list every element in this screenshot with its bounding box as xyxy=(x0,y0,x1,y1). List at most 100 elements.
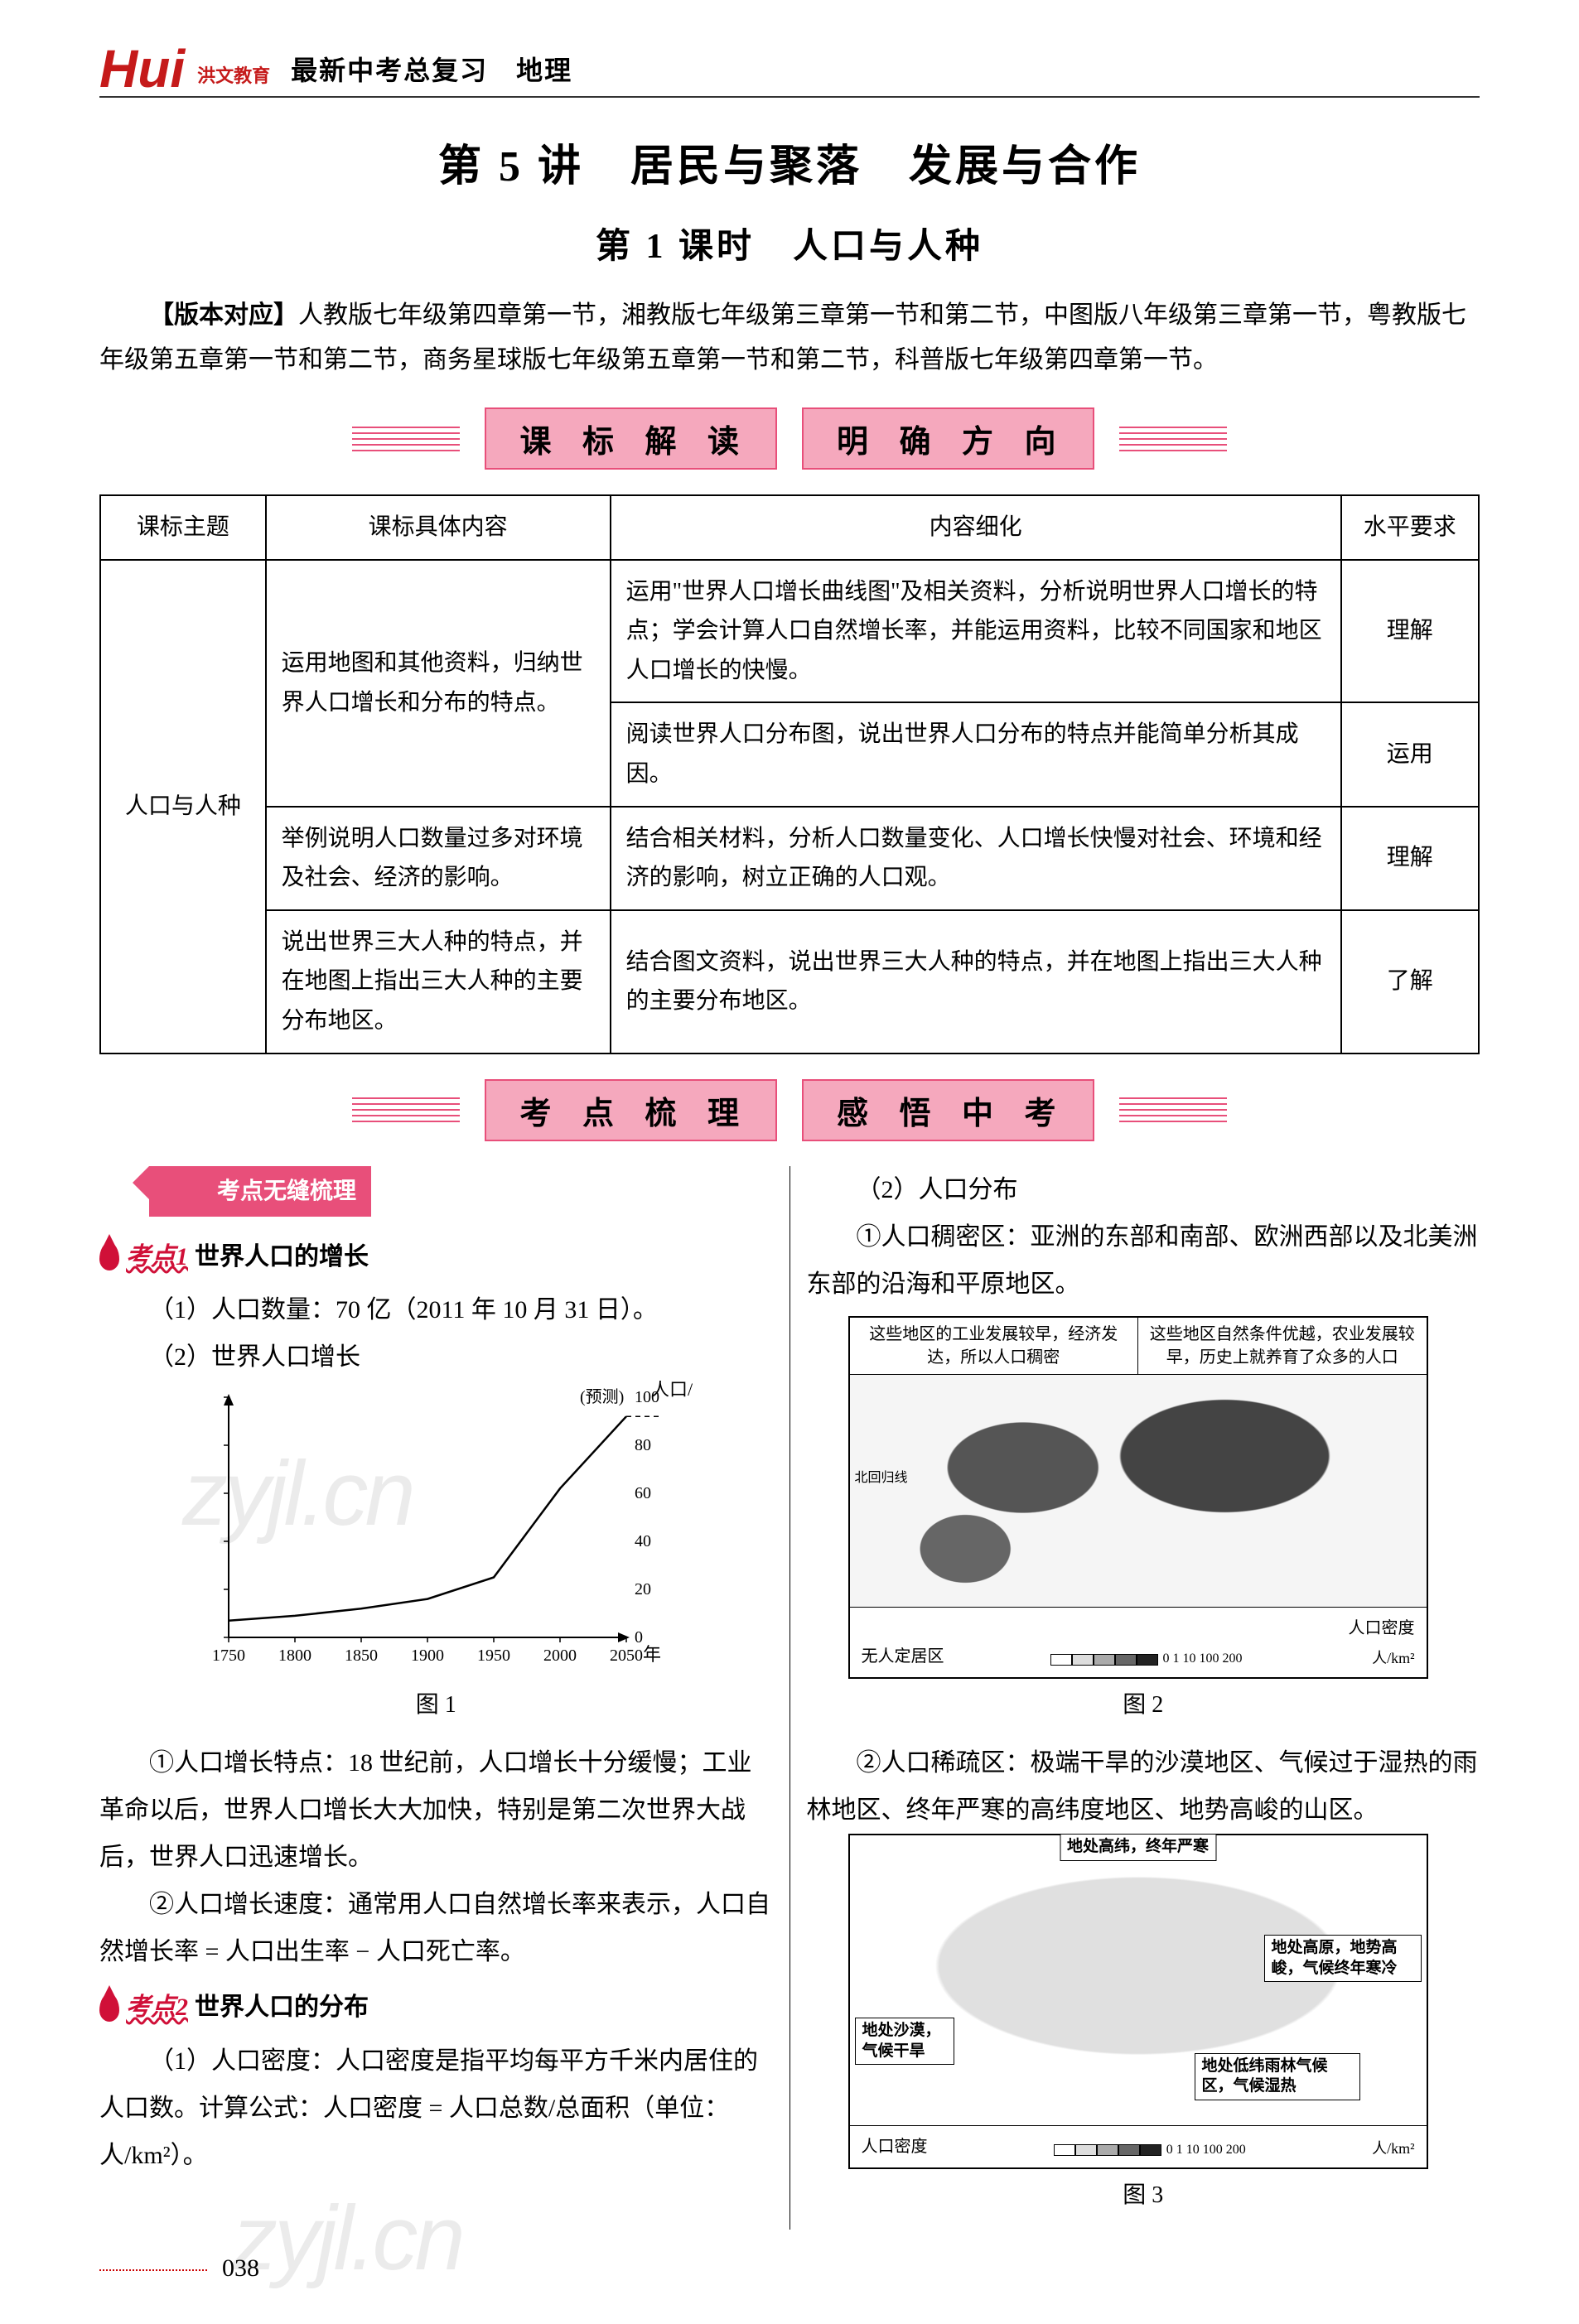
th-level: 水平要求 xyxy=(1341,495,1479,560)
banner-decor-right xyxy=(1119,1097,1227,1122)
left-column: 考点无缝梳理 考点1 世界人口的增长 （1）人口数量：70 亿（2011 年 1… xyxy=(99,1166,790,2230)
banner-decor-right xyxy=(1119,427,1227,451)
kaodian-2-title: 世界人口的分布 xyxy=(195,1984,369,2031)
banner-decor-left xyxy=(352,1097,460,1122)
svg-text:1850: 1850 xyxy=(345,1647,378,1665)
map3-callout-left: 地处沙漠，气候干旱 xyxy=(855,2018,954,2065)
kaodian-1-title: 世界人口的增长 xyxy=(195,1233,369,1280)
svg-text:1800: 1800 xyxy=(278,1647,311,1665)
map3-callout-right: 地处高原，地势高峻，气候终年寒冷 xyxy=(1264,1935,1422,1982)
map3-legend-scale: 0 1 10 100 200 xyxy=(1054,2138,1246,2162)
banner1-left: 课 标 解 读 xyxy=(485,407,777,470)
cell-content-1: 运用地图和其他资料，归纳世界人口增长和分布的特点。 xyxy=(266,560,611,807)
svg-text:40: 40 xyxy=(635,1532,651,1550)
tag-seamless: 考点无缝梳理 xyxy=(149,1166,371,1217)
p-left-1: （1）人口数量：70 亿（2011 年 10 月 31 日）。 xyxy=(99,1286,773,1333)
p-left-4: ②人口增长速度：通常用人口自然增长率来表示，人口自然增长率 = 人口出生率 − … xyxy=(99,1881,773,1975)
map-figure-2: 这些地区的工业发展较早，经济发达，所以人口稠密 这些地区自然条件优越，农业发展较… xyxy=(848,1316,1428,1679)
th-detail: 内容细化 xyxy=(611,495,1341,560)
svg-text:年: 年 xyxy=(643,1644,661,1665)
p-right-1: （2）人口分布 xyxy=(807,1166,1480,1213)
cell-content-3: 举例说明人口数量过多对环境及社会、经济的影响。 xyxy=(266,807,611,910)
version-note: 【版本对应】人教版七年级第四章第一节，湘教版七年级第三章第一节和第二节，中图版八… xyxy=(99,293,1480,383)
banner2-left: 考 点 梳 理 xyxy=(485,1079,777,1141)
version-text: 人教版七年级第四章第一节，湘教版七年级第三章第一节和第二节，中图版八年级第三章第… xyxy=(99,301,1466,374)
table-row: 说出世界三大人种的特点，并在地图上指出三大人种的主要分布地区。 结合图文资料，说… xyxy=(100,910,1479,1054)
cell-detail-3: 结合相关材料，分析人口数量变化、人口增长快慢对社会、环境和经济的影响，树立正确的… xyxy=(611,807,1341,910)
cell-detail-2: 阅读世界人口分布图，说出世界人口分布的特点并能简单分析其成因。 xyxy=(611,702,1341,806)
drop-icon xyxy=(99,1242,119,1270)
map2-top-labels: 这些地区的工业发展较早，经济发达，所以人口稠密 这些地区自然条件优越，农业发展较… xyxy=(850,1318,1427,1375)
section-banner-kaodian: 考 点 梳 理 感 悟 中 考 xyxy=(99,1079,1480,1141)
svg-text:1750: 1750 xyxy=(212,1647,245,1665)
map2-legend-left: 无人定居区 xyxy=(862,1641,944,1672)
th-topic: 课标主题 xyxy=(100,495,266,560)
svg-text:60: 60 xyxy=(635,1484,651,1502)
population-growth-chart: 0204060801001750180018501900195020002050… xyxy=(179,1381,693,1679)
map2-legend: 无人定居区 0 1 10 100 200 人口密度 人/km² xyxy=(850,1607,1427,1677)
map3-callout-bottom: 地处低纬雨林气候区，气候湿热 xyxy=(1195,2053,1360,2100)
banner2-right: 感 悟 中 考 xyxy=(802,1079,1094,1141)
kaodian-1: 考点1 世界人口的增长 xyxy=(99,1233,369,1280)
kaodian-2: 考点2 世界人口的分布 xyxy=(99,1984,369,2031)
drop-icon xyxy=(99,1994,119,2022)
map2-body: 北回归线 xyxy=(850,1375,1427,1607)
map3-legend: 人口密度 0 1 10 100 200 人/km² xyxy=(850,2125,1427,2167)
kaodian-1-label: 考点1 xyxy=(126,1233,188,1280)
standards-table: 课标主题 课标具体内容 内容细化 水平要求 人口与人种 运用地图和其他资料，归纳… xyxy=(99,494,1480,1054)
svg-text:20: 20 xyxy=(635,1580,651,1598)
map2-legend-label: 人口密度 xyxy=(1349,1613,1415,1644)
cell-level-2: 运用 xyxy=(1341,702,1479,806)
th-content: 课标具体内容 xyxy=(266,495,611,560)
fig2-caption: 图 2 xyxy=(807,1683,1480,1727)
svg-text:(预测): (预测) xyxy=(580,1387,624,1406)
scale-boxes xyxy=(1050,1654,1158,1666)
cell-level-3: 理解 xyxy=(1341,807,1479,910)
cell-detail-4: 结合图文资料，说出世界三大人种的特点，并在地图上指出三大人种的主要分布地区。 xyxy=(611,910,1341,1054)
svg-text:1950: 1950 xyxy=(477,1647,510,1665)
cell-detail-1: 运用"世界人口增长曲线图"及相关资料，分析说明世界人口增长的特点；学会计算人口自… xyxy=(611,560,1341,703)
banner1-right: 明 确 方 向 xyxy=(802,407,1094,470)
map2-legend-unit: 人/km² xyxy=(1349,1644,1415,1672)
right-column: （2）人口分布 ①人口稠密区：亚洲的东部和南部、欧洲西部以及北美洲东部的沿海和平… xyxy=(790,1166,1480,2230)
table-header-row: 课标主题 课标具体内容 内容细化 水平要求 xyxy=(100,495,1479,560)
lesson-title: 第 5 讲 居民与聚落 发展与合作 xyxy=(99,131,1480,193)
svg-text:1900: 1900 xyxy=(411,1647,444,1665)
header-title: 最新中考总复习 地理 xyxy=(291,50,572,88)
page-num-decor xyxy=(99,2269,207,2271)
lesson-subtitle: 第 1 课时 人口与人种 xyxy=(99,218,1480,268)
brand-logo: Hui xyxy=(99,51,185,88)
page-header: Hui 洪文教育 最新中考总复习 地理 xyxy=(99,50,1480,98)
banner-decor-left xyxy=(352,427,460,451)
p-left-5: （1）人口密度：人口密度是指平均每平方千米内居住的人口数。计算公式：人口密度 =… xyxy=(99,2037,773,2179)
version-label: 【版本对应】 xyxy=(149,301,298,329)
page-number: 038 xyxy=(99,2254,1480,2283)
svg-text:2000: 2000 xyxy=(543,1647,577,1665)
svg-text:80: 80 xyxy=(635,1436,651,1454)
two-column-layout: 考点无缝梳理 考点1 世界人口的增长 （1）人口数量：70 亿（2011 年 1… xyxy=(99,1166,1480,2230)
p-right-3: ②人口稀疏区：极端干旱的沙漠地区、气候过于湿热的雨林地区、终年严寒的高纬度地区、… xyxy=(807,1739,1480,1834)
fig3-caption: 图 3 xyxy=(807,2173,1480,2217)
p-left-3: ①人口增长特点：18 世纪前，人口增长十分缓慢；工业革命以后，世界人口增长大大加… xyxy=(99,1739,773,1881)
map-figure-3: 地处高纬，终年严寒 地处高原，地势高峻，气候终年寒冷 地处沙漠，气候干旱 地处低… xyxy=(848,1834,1428,2169)
map2-label-right: 这些地区自然条件优越，农业发展较早，历史上就养育了众多的人口 xyxy=(1138,1318,1427,1374)
fig1-caption: 图 1 xyxy=(99,1683,773,1727)
map2-label-left: 这些地区的工业发展较早，经济发达，所以人口稠密 xyxy=(850,1318,1139,1374)
table-row: 举例说明人口数量过多对环境及社会、经济的影响。 结合相关材料，分析人口数量变化、… xyxy=(100,807,1479,910)
cell-level-4: 了解 xyxy=(1341,910,1479,1054)
svg-text:人口/亿: 人口/亿 xyxy=(651,1381,693,1400)
section-banner-standards: 课 标 解 读 明 确 方 向 xyxy=(99,407,1480,470)
cell-content-4: 说出世界三大人种的特点，并在地图上指出三大人种的主要分布地区。 xyxy=(266,910,611,1054)
brand-sub: 洪文教育 xyxy=(197,61,270,88)
map3-body: 地处高纬，终年严寒 地处高原，地势高峻，气候终年寒冷 地处沙漠，气候干旱 地处低… xyxy=(850,1835,1427,2125)
svg-text:2050: 2050 xyxy=(610,1647,643,1665)
scale-boxes xyxy=(1054,2144,1161,2156)
p-right-2: ①人口稠密区：亚洲的东部和南部、欧洲西部以及北美洲东部的沿海和平原地区。 xyxy=(807,1213,1480,1308)
p-left-2: （2）世界人口增长 xyxy=(99,1333,773,1381)
map2-tropic-line: 北回归线 xyxy=(855,1466,908,1491)
cell-topic: 人口与人种 xyxy=(100,560,266,1054)
map3-callout-top: 地处高纬，终年严寒 xyxy=(1060,1834,1216,1861)
table-row: 人口与人种 运用地图和其他资料，归纳世界人口增长和分布的特点。 运用"世界人口增… xyxy=(100,560,1479,703)
map2-legend-scale: 0 1 10 100 200 xyxy=(1050,1647,1243,1671)
kaodian-2-label: 考点2 xyxy=(126,1984,188,2031)
